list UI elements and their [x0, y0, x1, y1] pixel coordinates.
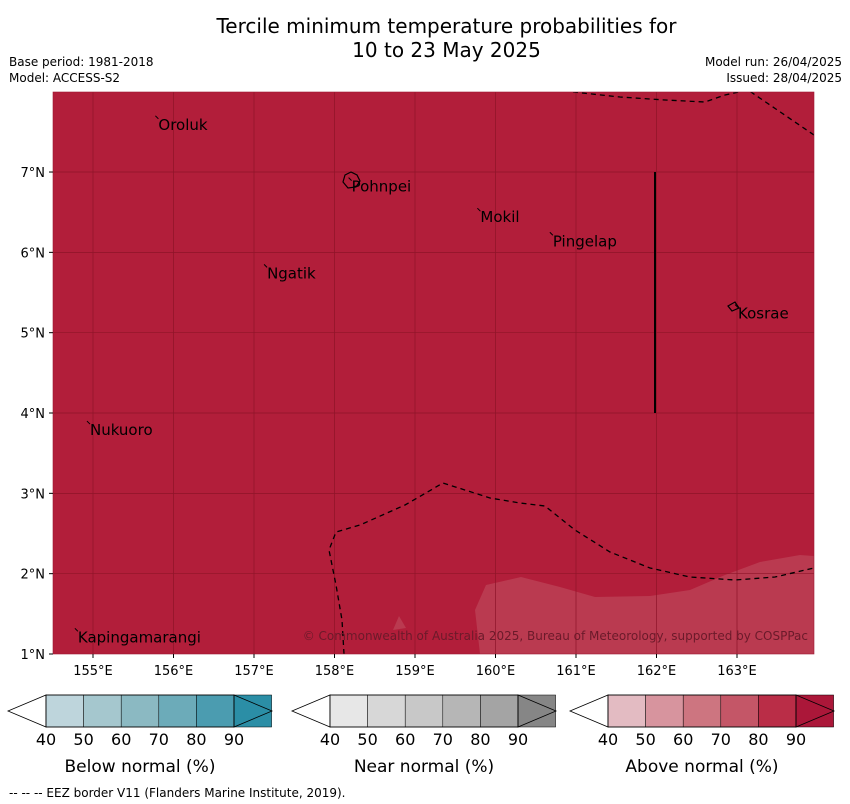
colorbar-tick-label: 70 — [711, 730, 731, 749]
eez-border-south — [328, 482, 814, 654]
lon-tick-label: 157°E — [234, 664, 274, 679]
title-line2: 10 to 23 May 2025 — [352, 38, 541, 62]
lon-tick-label: 156°E — [154, 664, 194, 679]
probability-field — [53, 92, 814, 654]
colorbar-tick-label: 70 — [149, 730, 169, 749]
title-line1: Tercile minimum temperature probabilitie… — [216, 14, 677, 38]
colorbar-cell — [404, 694, 444, 728]
place-label: Kapingamarangi — [78, 628, 201, 646]
colorbar-legends: 40 50 60 70 80 90 Below normal (%) 40 50 60 70 80 90… — [6, 694, 836, 777]
place-label: Kosrae — [738, 305, 789, 323]
place-marker — [74, 627, 79, 632]
colorbar-low-arrow — [6, 694, 47, 728]
lat-tick-label: 7°N — [21, 166, 46, 181]
place-label: Mokil — [480, 208, 519, 226]
colorbar-cell — [329, 694, 368, 728]
lon-tick-label: 161°E — [556, 664, 596, 679]
lon-tick-label: 159°E — [395, 664, 435, 679]
lat-tick-label: 4°N — [21, 407, 46, 422]
colorbar-tick-label: 60 — [111, 730, 131, 749]
colorbar-tick-label: 40 — [36, 730, 56, 749]
place-label: Ngatik — [267, 264, 316, 282]
colorbar-tick-label: 40 — [320, 730, 340, 749]
colorbar-cell — [720, 694, 759, 728]
base-period: Base period: 1981-2018 — [9, 55, 154, 69]
issued-date: Issued: 28/04/2025 — [726, 71, 842, 85]
colorbar-tick-label: 80 — [748, 730, 768, 749]
colorbar-cell — [120, 694, 160, 728]
colorbar-cell — [607, 694, 646, 728]
lat-tick-label: 5°N — [21, 327, 46, 342]
colorbar-tick-label: 90 — [786, 730, 806, 749]
colorbar-cell — [196, 694, 235, 728]
colorbar-tick-label: 50 — [635, 730, 655, 749]
colorbar: 40 50 60 70 80 90 Below normal (%) — [6, 694, 274, 777]
lat-tick-label: 2°N — [21, 568, 46, 583]
colorbar-low-arrow — [568, 694, 609, 728]
place-marker — [263, 264, 268, 268]
colorbar-cell — [682, 694, 722, 728]
place-marker — [549, 231, 554, 236]
colorbar-cell — [480, 694, 519, 728]
lat-tick-label: 6°N — [21, 246, 46, 261]
place-label: Oroluk — [158, 116, 207, 134]
colorbar-cell — [367, 694, 406, 728]
place-marker — [477, 207, 481, 212]
lat-tick-label: 1°N — [21, 648, 46, 663]
lon-tick-label: 160°E — [476, 664, 516, 679]
colorbar-title: Above normal (%) — [625, 757, 778, 777]
colorbar-tick-label: 50 — [73, 730, 93, 749]
colorbar-tick-label: 40 — [598, 730, 618, 749]
lon-tick-label: 155°E — [73, 664, 113, 679]
place-label: Pingelap — [553, 232, 617, 250]
model-run: Model run: 26/04/2025 — [704, 55, 842, 69]
colorbar-cell — [758, 694, 797, 728]
place-label: Nukuoro — [90, 421, 153, 439]
colorbar-tick-label: 60 — [673, 730, 693, 749]
place-marker — [734, 304, 739, 308]
kosrae-coastline — [727, 301, 740, 312]
latitude-ticks: 7°N 6°N 5°N 4°N 3°N 2°N 1°N — [21, 166, 53, 663]
colorbar-tick-label: 80 — [470, 730, 490, 749]
lon-tick-label: 163°E — [717, 664, 757, 679]
lat-tick-label: 3°N — [21, 487, 46, 502]
colorbar-tick-label: 90 — [224, 730, 244, 749]
colorbar-title: Below normal (%) — [65, 757, 216, 777]
colorbar-tick-label: 70 — [433, 730, 453, 749]
colorbar: 40 50 60 70 80 90 Above normal (%) — [568, 694, 836, 777]
lon-tick-label: 162°E — [637, 664, 677, 679]
place-marker — [155, 115, 159, 120]
colorbar-tick-label: 50 — [357, 730, 377, 749]
colorbar-tick-label: 90 — [508, 730, 528, 749]
colorbar-tick-label: 60 — [395, 730, 415, 749]
longitude-ticks: 155°E 156°E 157°E 158°E 159°E 160°E 161°E 162°E… — [73, 654, 757, 679]
colorbar-cell — [158, 694, 197, 728]
eez-border-north — [572, 92, 814, 136]
colorbar: 40 50 60 70 80 90 Near normal (%) — [290, 694, 558, 777]
colorbar-low-arrow — [290, 694, 331, 728]
place-labels: Oroluk Pohnpei Mokil Pingelap Ngatik Kosrae Nu… — [74, 115, 789, 646]
colorbar-cell — [45, 694, 84, 728]
colorbar-cell — [83, 694, 122, 728]
place-label: Pohnpei — [352, 178, 412, 196]
place-marker — [86, 420, 91, 425]
lon-tick-label: 158°E — [315, 664, 355, 679]
colorbar-tick-label: 80 — [186, 730, 206, 749]
colorbar-cell — [442, 694, 481, 728]
model-name: Model: ACCESS-S2 — [9, 71, 121, 85]
copyright-notice: © Commonwealth of Australia 2025, Bureau… — [303, 629, 808, 643]
gridlines — [53, 92, 814, 654]
eez-footnote: -- -- -- EEZ border V11 (Flanders Marine… — [9, 786, 346, 800]
lower-probability-patch — [393, 616, 406, 630]
colorbar-title: Near normal (%) — [354, 757, 494, 777]
place-marker — [348, 177, 352, 182]
colorbar-cell — [645, 694, 684, 728]
pohnpei-coastline — [342, 171, 361, 189]
